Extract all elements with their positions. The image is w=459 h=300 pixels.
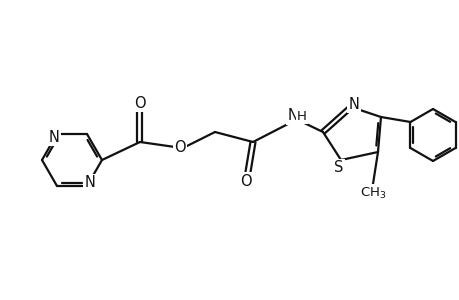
Text: N: N [348, 97, 358, 112]
Text: O: O [174, 140, 185, 154]
Text: O: O [134, 95, 146, 110]
Text: H: H [297, 110, 306, 122]
Text: CH$_3$: CH$_3$ [359, 185, 386, 200]
Text: N: N [84, 176, 95, 190]
Text: N: N [49, 130, 59, 145]
Text: O: O [240, 173, 251, 188]
Text: S: S [334, 160, 343, 175]
Text: N: N [287, 109, 298, 124]
